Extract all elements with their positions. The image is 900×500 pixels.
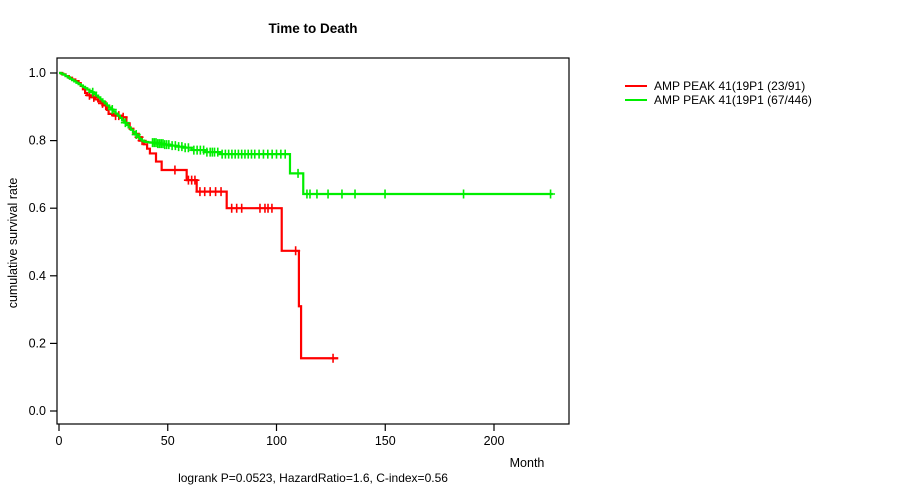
legend-item-green-group: AMP PEAK 41(19P1 (67/446) [625,92,812,107]
legend-label-red-group: AMP PEAK 41(19P1 (23/91) [654,78,806,93]
legend-label-green-group: AMP PEAK 41(19P1 (67/446) [654,92,812,107]
censor-marks-red [84,90,338,363]
x-axis-label: Month [509,456,545,470]
y-tick-label: 0.8 [29,134,46,148]
y-tick-label: 0.0 [29,404,46,418]
x-tick-label: 100 [266,434,287,448]
x-tick-label: 0 [56,434,63,448]
plot-box [56,57,570,425]
legend-line-green-icon [625,98,647,101]
legend-item-red-group: AMP PEAK 41(19P1 (23/91) [625,78,812,93]
y-tick-label: 0.2 [29,336,46,350]
y-tick-label: 1.0 [29,66,46,80]
chart-title: Time to Death [268,21,358,36]
y-tick-label: 0.6 [29,201,46,215]
x-tick-label: 200 [484,434,505,448]
x-tick-label: 150 [375,434,396,448]
y-tick-label: 0.4 [29,269,46,283]
survival-curve-red [59,71,339,360]
x-tick-label: 50 [161,434,175,448]
legend-line-red-icon [625,84,647,87]
censor-marks-green [88,87,556,199]
stats-caption: logrank P=0.0523, HazardRatio=1.6, C-ind… [178,471,448,485]
y-axis-label: cumulative survival rate [6,177,20,309]
legend: AMP PEAK 41(19P1 (23/91) AMP PEAK 41(19P… [625,79,812,107]
